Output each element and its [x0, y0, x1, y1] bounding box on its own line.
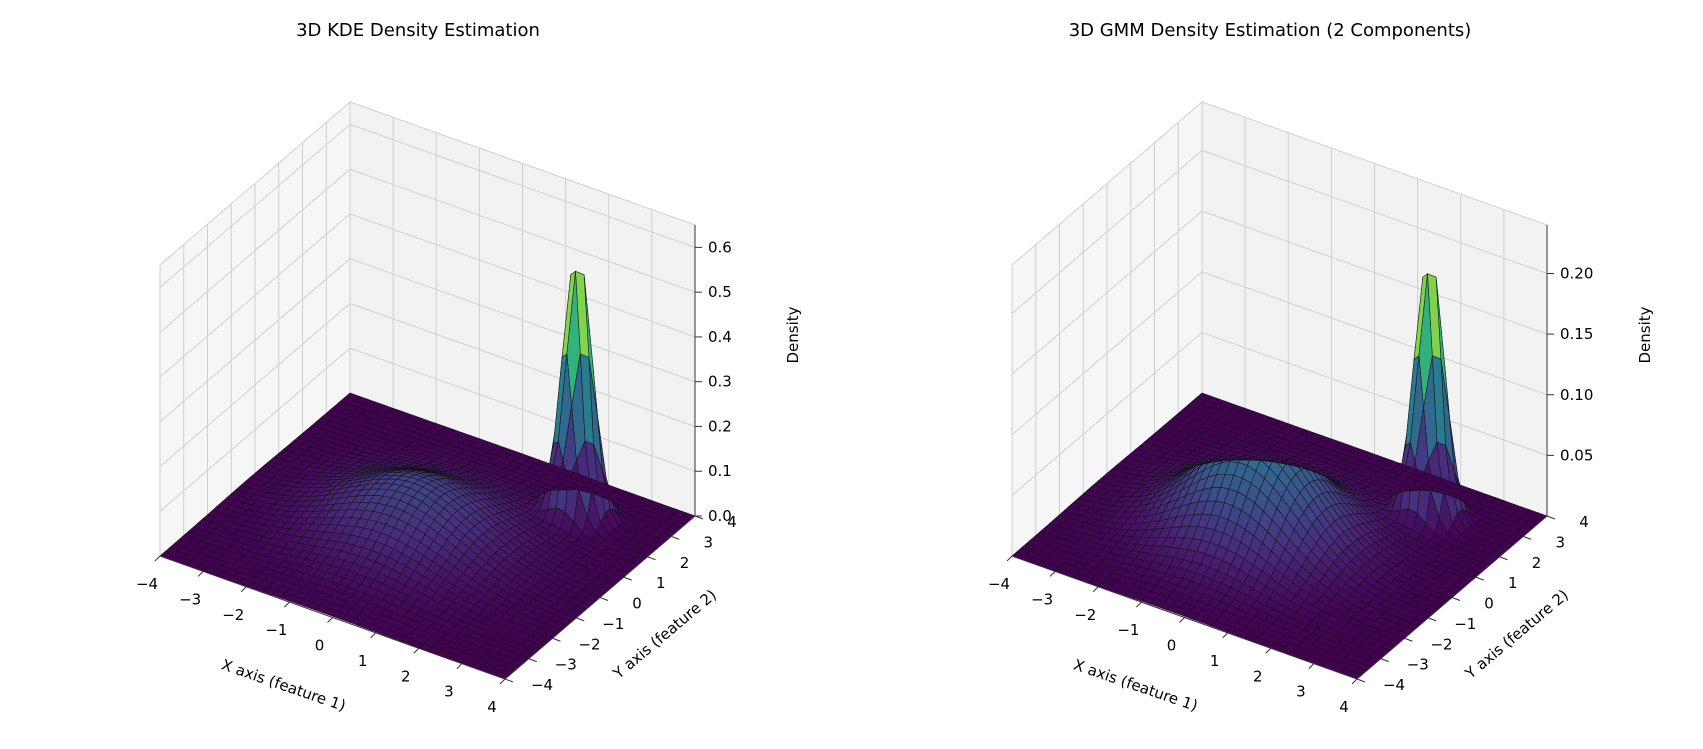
x-tick-mark	[1092, 586, 1099, 593]
chart-title: 3D KDE Density Estimation	[296, 20, 540, 41]
x-tick-label: −1	[1117, 621, 1139, 639]
x-tick-label: −3	[179, 590, 201, 608]
x-tick-mark	[197, 571, 204, 577]
y-tick-label: −1	[1454, 615, 1476, 633]
y-tick-label: 3	[703, 533, 713, 551]
x-tick-label: −3	[1031, 590, 1053, 608]
x-tick-mark	[1179, 617, 1185, 623]
x-tick-mark	[1222, 632, 1228, 639]
y-tick-mark	[1356, 678, 1366, 683]
y-tick-mark	[1380, 658, 1389, 663]
z-axis-label: Density	[1636, 306, 1654, 363]
y-tick-label: −4	[1383, 676, 1405, 694]
x-tick-label: 0	[315, 637, 325, 655]
x-tick-mark	[370, 632, 376, 639]
y-tick-mark	[599, 597, 609, 601]
y-tick-label: 2	[680, 554, 690, 572]
y-tick-label: −2	[578, 635, 600, 653]
y-tick-label: −2	[1430, 635, 1452, 653]
y-tick-label: 4	[1579, 513, 1589, 531]
y-tick-label: 1	[656, 574, 666, 592]
grid-line	[159, 123, 696, 288]
y-tick-mark	[528, 658, 537, 663]
z-tick-label: 0.2	[708, 417, 732, 435]
x-tick-label: 4	[1339, 698, 1349, 716]
y-tick-label: −3	[555, 656, 577, 674]
x-tick-label: −2	[222, 606, 244, 624]
y-tick-label: 1	[1508, 574, 1518, 592]
y-tick-mark	[1499, 556, 1508, 561]
y-tick-label: −1	[602, 615, 624, 633]
y-tick-mark	[1546, 515, 1556, 520]
chart-title: 3D GMM Density Estimation (2 Components)	[1069, 20, 1472, 41]
y-tick-label: 2	[1532, 554, 1542, 572]
gmm-panel: 3D GMM Density Estimation (2 Components)…	[852, 0, 1703, 749]
x-tick-mark	[284, 601, 290, 608]
y-tick-label: 3	[1555, 533, 1565, 551]
x-tick-label: 4	[487, 698, 497, 716]
y-tick-mark	[504, 678, 514, 683]
x-tick-label: 2	[1253, 667, 1263, 685]
z-tick-label: 0.4	[708, 328, 732, 346]
grid-line	[159, 168, 696, 333]
grid-line	[1011, 149, 1548, 314]
x-tick-label: −4	[136, 575, 158, 593]
x-tick-label: 2	[401, 667, 411, 685]
z-tick-label: 0.1	[708, 462, 732, 480]
x-tick-mark	[1265, 647, 1272, 654]
x-tick-mark	[1006, 555, 1013, 562]
x-tick-mark	[456, 663, 463, 669]
y-tick-mark	[576, 617, 585, 622]
z-tick-label: 0.20	[1560, 265, 1593, 283]
y-tick-mark	[552, 637, 561, 642]
y-tick-label: −4	[531, 676, 553, 694]
x-tick-label: 0	[1167, 637, 1177, 655]
y-tick-label: 0	[1484, 595, 1494, 613]
x-tick-mark	[1308, 663, 1315, 669]
z-tick-label: 0.15	[1560, 325, 1593, 343]
y-axis-label: Y axis (feature 2)	[609, 586, 720, 683]
y-tick-mark	[671, 535, 680, 540]
z-tick-label: 0.3	[708, 373, 732, 391]
x-tick-mark	[1136, 601, 1142, 608]
z-axis-label: Density	[784, 306, 802, 363]
kde-surface-plot: 3D KDE Density Estimation −4−3−2−101234−…	[136, 20, 802, 716]
x-tick-label: −2	[1074, 606, 1096, 624]
y-tick-mark	[1404, 637, 1413, 642]
y-tick-label: 4	[727, 513, 737, 531]
z-tick-label: 0.5	[708, 283, 732, 301]
x-tick-mark	[154, 555, 161, 562]
surface-patch	[344, 392, 360, 401]
y-tick-mark	[647, 556, 656, 561]
y-tick-mark	[1475, 576, 1484, 581]
x-tick-label: 1	[1210, 652, 1220, 670]
x-tick-label: 3	[444, 683, 454, 701]
y-tick-label: 0	[632, 595, 642, 613]
x-tick-label: 1	[358, 652, 368, 670]
z-tick-label: 0.10	[1560, 386, 1593, 404]
x-axis-label: X axis (feature 1)	[1071, 656, 1200, 715]
x-tick-mark	[413, 647, 420, 654]
x-tick-mark	[1351, 678, 1358, 685]
y-tick-label: −3	[1407, 656, 1429, 674]
x-tick-label: 3	[1296, 683, 1306, 701]
z-tick-label: 0.0	[708, 507, 732, 525]
z-tick-label: 0.05	[1560, 446, 1593, 464]
y-tick-mark	[1428, 617, 1437, 622]
x-axis-label: X axis (feature 1)	[219, 656, 348, 715]
x-tick-label: −4	[988, 575, 1010, 593]
surface-patch	[1196, 392, 1212, 401]
z-tick-label: 0.6	[708, 238, 732, 256]
kde-panel: 3D KDE Density Estimation −4 −3 −2 −1 0 1 2 3 4−…	[0, 0, 851, 749]
x-tick-mark	[499, 678, 506, 685]
gmm-surface-plot: 3D GMM Density Estimation (2 Components)…	[988, 20, 1654, 716]
x-tick-mark	[1049, 571, 1056, 577]
x-tick-mark	[327, 617, 333, 623]
y-tick-mark	[1523, 535, 1532, 540]
y-tick-mark	[1451, 597, 1461, 601]
x-tick-label: −1	[265, 621, 287, 639]
y-tick-mark	[623, 576, 632, 581]
x-tick-mark	[240, 586, 247, 593]
y-axis-label: Y axis (feature 2)	[1461, 586, 1572, 683]
